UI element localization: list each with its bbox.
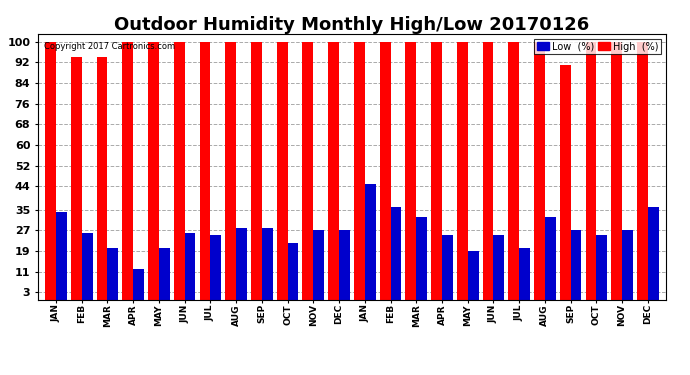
Bar	[571, 230, 582, 300]
Bar	[442, 236, 453, 300]
Bar	[251, 42, 262, 300]
Bar	[45, 42, 56, 300]
Bar	[313, 230, 324, 300]
Bar	[210, 236, 221, 300]
Bar	[288, 243, 298, 300]
Bar	[148, 42, 159, 300]
Bar	[236, 228, 247, 300]
Bar	[611, 42, 622, 300]
Bar	[648, 207, 659, 300]
Bar	[199, 42, 210, 300]
Bar	[406, 42, 416, 300]
Bar	[159, 248, 170, 300]
Bar	[457, 42, 468, 300]
Bar	[431, 42, 442, 300]
Bar	[328, 42, 339, 300]
Bar	[365, 184, 375, 300]
Bar	[622, 230, 633, 300]
Text: Copyright 2017 Cartronics.com: Copyright 2017 Cartronics.com	[44, 42, 175, 51]
Bar	[81, 233, 92, 300]
Bar	[174, 42, 185, 300]
Bar	[97, 57, 108, 300]
Bar	[277, 42, 288, 300]
Bar	[509, 42, 519, 300]
Bar	[354, 42, 365, 300]
Title: Outdoor Humidity Monthly High/Low 20170126: Outdoor Humidity Monthly High/Low 201701…	[115, 16, 589, 34]
Bar	[493, 236, 504, 300]
Bar	[596, 236, 607, 300]
Bar	[108, 248, 118, 300]
Bar	[519, 248, 530, 300]
Bar	[391, 207, 402, 300]
Bar	[468, 251, 478, 300]
Bar	[482, 42, 493, 300]
Bar	[71, 57, 81, 300]
Legend: Low  (%), High  (%): Low (%), High (%)	[534, 39, 661, 54]
Bar	[560, 65, 571, 300]
Bar	[416, 217, 427, 300]
Bar	[545, 217, 555, 300]
Bar	[534, 42, 545, 300]
Bar	[122, 42, 133, 300]
Bar	[380, 42, 391, 300]
Bar	[302, 42, 313, 300]
Bar	[226, 42, 236, 300]
Bar	[637, 42, 648, 300]
Bar	[586, 42, 596, 300]
Bar	[185, 233, 195, 300]
Bar	[133, 269, 144, 300]
Bar	[262, 228, 273, 300]
Bar	[339, 230, 350, 300]
Bar	[56, 212, 67, 300]
